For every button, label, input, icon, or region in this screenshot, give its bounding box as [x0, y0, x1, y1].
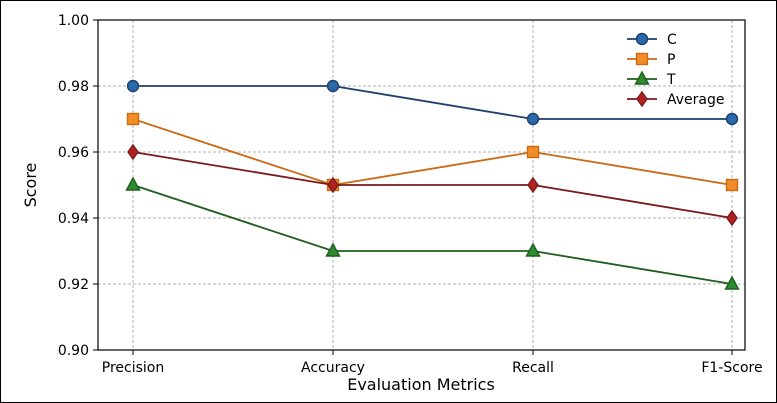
series-line-p	[132, 118, 733, 186]
data-point-c	[326, 79, 340, 93]
x-axis: Precision Accuracy Recall F1-Score	[102, 350, 763, 376]
series-line-t	[132, 184, 733, 285]
legend-item-average: Average	[627, 90, 725, 108]
series-layer	[125, 79, 740, 290]
series-line-c	[133, 85, 732, 120]
data-point-t	[325, 242, 341, 257]
data-point-average	[527, 176, 539, 194]
legend-item-t: T	[627, 70, 676, 88]
data-point-average	[327, 176, 339, 194]
y-tick-label: 0.96	[58, 145, 89, 161]
y-tick-label: 0.90	[58, 343, 89, 359]
plot-area	[97, 19, 746, 351]
legend-marker	[635, 32, 649, 46]
data-point-p	[126, 112, 140, 126]
data-point-average	[726, 209, 738, 227]
data-point-c	[725, 112, 739, 126]
y-tick-label: 0.94	[58, 211, 89, 227]
x-axis-label: Evaluation Metrics	[347, 375, 495, 394]
legend-marker	[635, 52, 649, 66]
legend-item-p: P	[627, 52, 675, 68]
data-point-p	[526, 145, 540, 159]
legend-marker	[634, 70, 650, 85]
series-line-average	[132, 151, 733, 219]
series-c	[126, 79, 739, 126]
y-tick-label: 0.92	[58, 277, 89, 293]
y-axis-label: Score	[21, 163, 40, 208]
legend-marker	[636, 90, 648, 108]
series-t	[125, 176, 740, 290]
legend: CPT Average	[627, 32, 725, 108]
x-tick-label: Accuracy	[301, 360, 365, 376]
x-tick-label: F1-Score	[701, 360, 762, 376]
data-point-average	[127, 143, 139, 161]
legend-label: P	[667, 52, 675, 68]
data-point-t	[125, 176, 141, 191]
legend-label: C	[667, 32, 677, 48]
y-tick-label: 1.00	[58, 13, 89, 29]
data-point-c	[126, 79, 140, 93]
legend-label: Average	[667, 92, 725, 108]
y-tick-label: 0.98	[58, 79, 89, 95]
data-point-t	[525, 242, 541, 257]
x-tick-label: Recall	[512, 360, 554, 376]
data-point-p	[725, 178, 739, 192]
y-axis: 0.90 0.92 0.94 0.96 0.98 1.00	[58, 13, 98, 359]
x-tick-label: Precision	[102, 360, 164, 376]
series-average	[127, 143, 738, 227]
legend-label: T	[666, 72, 676, 88]
data-point-c	[526, 112, 540, 126]
legend-item-c: C	[627, 32, 677, 48]
data-point-t	[724, 275, 740, 290]
